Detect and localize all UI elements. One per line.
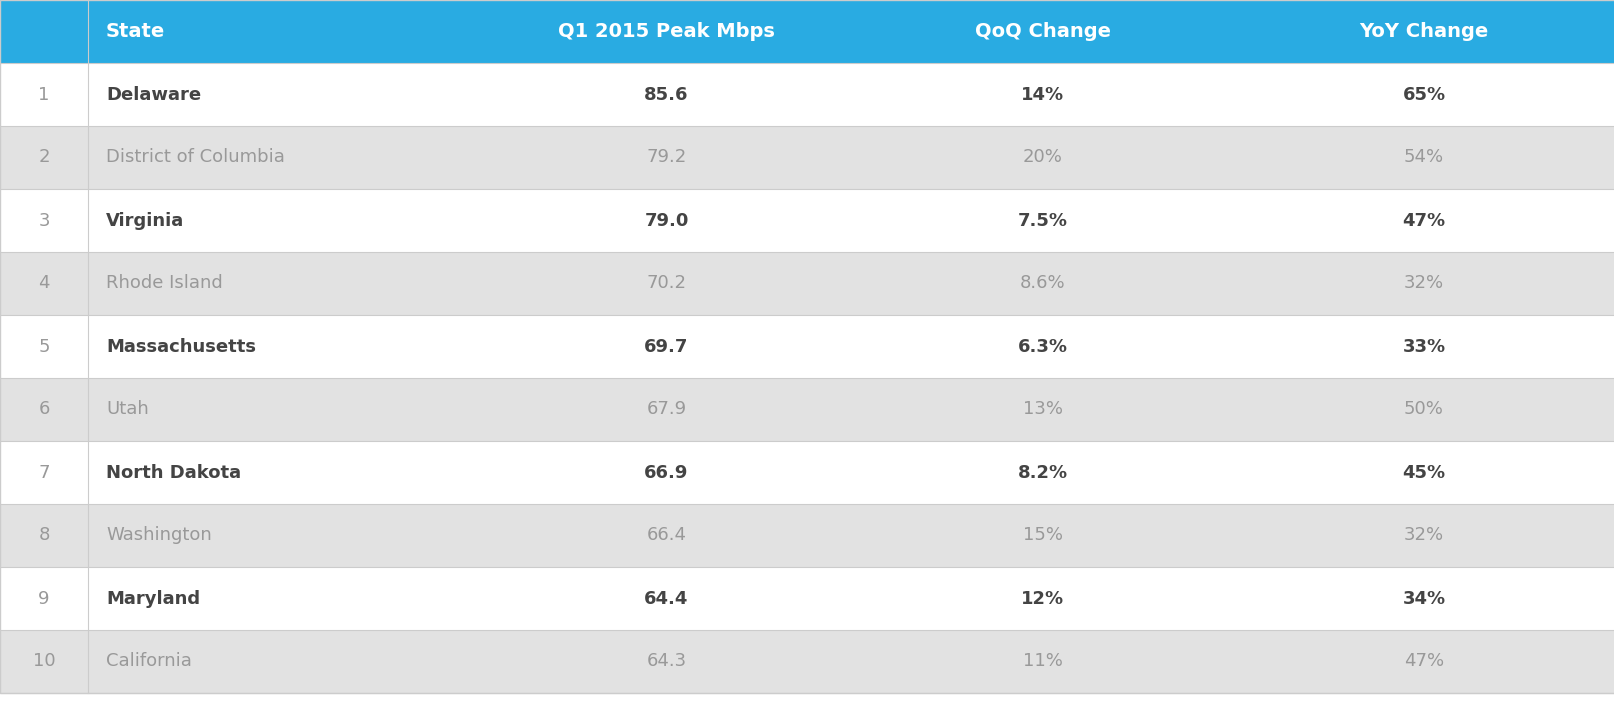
Text: 79.2: 79.2 xyxy=(646,149,686,166)
Text: 15%: 15% xyxy=(1022,526,1062,545)
Text: 32%: 32% xyxy=(1403,274,1443,293)
Text: 65%: 65% xyxy=(1401,86,1445,103)
Text: 2: 2 xyxy=(39,149,50,166)
Bar xyxy=(0,378,1614,441)
Text: 47%: 47% xyxy=(1403,652,1443,670)
Text: 67.9: 67.9 xyxy=(646,401,686,418)
Text: 8: 8 xyxy=(39,526,50,545)
Text: Rhode Island: Rhode Island xyxy=(107,274,223,293)
Text: 66.4: 66.4 xyxy=(646,526,686,545)
Text: 64.3: 64.3 xyxy=(646,652,686,670)
Text: 47%: 47% xyxy=(1401,211,1445,230)
Text: QoQ Change: QoQ Change xyxy=(975,22,1110,41)
Text: 85.6: 85.6 xyxy=(644,86,688,103)
Text: 14%: 14% xyxy=(1020,86,1064,103)
Text: 12%: 12% xyxy=(1020,590,1064,607)
Text: 4: 4 xyxy=(39,274,50,293)
Text: 6: 6 xyxy=(39,401,50,418)
Text: 9: 9 xyxy=(39,590,50,607)
Bar xyxy=(0,0,1614,63)
Text: Q1 2015 Peak Mbps: Q1 2015 Peak Mbps xyxy=(558,22,775,41)
Text: Utah: Utah xyxy=(107,401,148,418)
Text: 10: 10 xyxy=(32,652,55,670)
Text: District of Columbia: District of Columbia xyxy=(107,149,284,166)
Text: 1: 1 xyxy=(39,86,50,103)
Bar xyxy=(0,189,1614,252)
Bar xyxy=(0,126,1614,189)
Text: 6.3%: 6.3% xyxy=(1017,338,1067,355)
Text: 20%: 20% xyxy=(1022,149,1062,166)
Text: 7: 7 xyxy=(39,463,50,482)
Text: 11%: 11% xyxy=(1022,652,1062,670)
Text: 34%: 34% xyxy=(1401,590,1445,607)
Text: 64.4: 64.4 xyxy=(644,590,688,607)
Text: 5: 5 xyxy=(39,338,50,355)
Text: 79.0: 79.0 xyxy=(644,211,688,230)
Bar xyxy=(0,63,1614,126)
Text: Washington: Washington xyxy=(107,526,211,545)
Text: Virginia: Virginia xyxy=(107,211,184,230)
Bar xyxy=(0,252,1614,315)
Text: 54%: 54% xyxy=(1403,149,1443,166)
Text: 8.6%: 8.6% xyxy=(1020,274,1065,293)
Text: YoY Change: YoY Change xyxy=(1359,22,1488,41)
Text: Massachusetts: Massachusetts xyxy=(107,338,257,355)
Text: 13%: 13% xyxy=(1022,401,1062,418)
Bar xyxy=(0,630,1614,693)
Text: 33%: 33% xyxy=(1401,338,1445,355)
Text: 45%: 45% xyxy=(1401,463,1445,482)
Text: North Dakota: North Dakota xyxy=(107,463,240,482)
Text: 7.5%: 7.5% xyxy=(1017,211,1067,230)
Text: 32%: 32% xyxy=(1403,526,1443,545)
Bar xyxy=(0,315,1614,378)
Text: California: California xyxy=(107,652,192,670)
Text: 70.2: 70.2 xyxy=(646,274,686,293)
Text: 8.2%: 8.2% xyxy=(1017,463,1067,482)
Text: Delaware: Delaware xyxy=(107,86,202,103)
Text: 3: 3 xyxy=(39,211,50,230)
Bar xyxy=(0,567,1614,630)
Text: 50%: 50% xyxy=(1403,401,1443,418)
Text: 69.7: 69.7 xyxy=(644,338,688,355)
Text: 66.9: 66.9 xyxy=(644,463,688,482)
Bar xyxy=(0,441,1614,504)
Text: State: State xyxy=(107,22,165,41)
Bar xyxy=(0,504,1614,567)
Text: Maryland: Maryland xyxy=(107,590,200,607)
